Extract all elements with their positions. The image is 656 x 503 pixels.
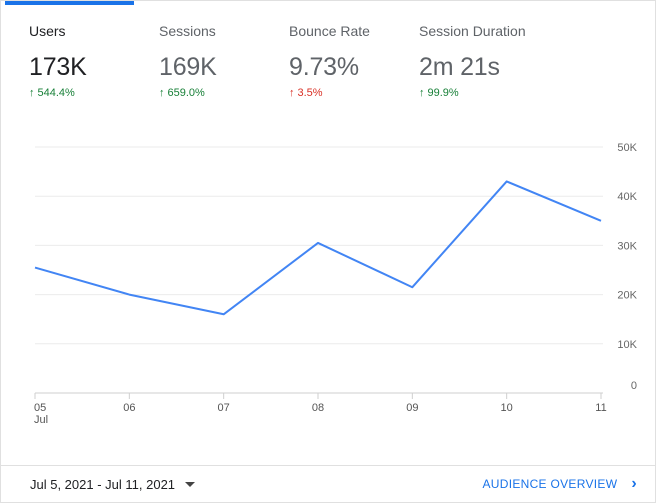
- y-tick-label: 0: [631, 380, 637, 392]
- metric-change: ↑ 99.9%: [419, 87, 619, 99]
- metric-change-value: 659.0%: [167, 87, 205, 99]
- x-tick-label: 07: [218, 402, 230, 414]
- audience-overview-label: AUDIENCE OVERVIEW: [482, 477, 618, 491]
- metric-session-duration[interactable]: Session Duration 2m 21s ↑ 99.9%: [419, 21, 619, 99]
- x-tick-label: 09: [406, 402, 418, 414]
- y-tick-label: 50K: [617, 142, 637, 154]
- metric-value: 2m 21s: [419, 53, 500, 81]
- up-arrow-icon: ↑: [29, 87, 35, 99]
- data-point[interactable]: [501, 175, 513, 187]
- x-tick-label: 06: [123, 402, 135, 414]
- active-tab-indicator: [5, 1, 134, 5]
- x-month-label: Jul: [34, 414, 48, 426]
- metric-label: Session Duration: [419, 23, 526, 39]
- metric-value: 169K: [159, 53, 217, 81]
- x-tick-label: 05: [34, 402, 46, 414]
- audience-overview-link[interactable]: AUDIENCE OVERVIEW ›: [482, 475, 637, 492]
- metric-change-value: 544.4%: [37, 87, 75, 99]
- metric-change: ↑ 659.0%: [159, 87, 284, 99]
- y-tick-label: 40K: [617, 191, 637, 203]
- data-point[interactable]: [123, 289, 135, 301]
- data-point[interactable]: [406, 281, 418, 293]
- y-tick-label: 30K: [617, 240, 637, 252]
- caret-down-icon: [185, 482, 196, 487]
- metric-change: ↑ 3.5%: [289, 87, 414, 99]
- data-point[interactable]: [595, 215, 607, 227]
- metric-sessions[interactable]: Sessions 169K ↑ 659.0%: [159, 21, 284, 99]
- date-range-label: Jul 5, 2021 - Jul 11, 2021: [30, 477, 176, 492]
- metric-change: ↑ 544.4%: [29, 87, 154, 99]
- up-arrow-icon: ↑: [419, 87, 425, 99]
- x-tick-label: 10: [501, 402, 513, 414]
- metric-change-value: 99.9%: [427, 87, 459, 99]
- chevron-right-icon: ›: [631, 475, 637, 492]
- metric-label: Sessions: [159, 23, 216, 39]
- y-tick-label: 20K: [617, 290, 637, 302]
- metric-change-value: 3.5%: [297, 87, 323, 99]
- up-arrow-icon: ↑: [159, 87, 165, 99]
- data-point[interactable]: [29, 262, 41, 274]
- data-point[interactable]: [312, 237, 324, 249]
- metric-label: Bounce Rate: [289, 23, 370, 39]
- data-point[interactable]: [218, 308, 230, 320]
- metric-users[interactable]: Users 173K ↑ 544.4%: [29, 21, 154, 99]
- up-arrow-icon: ↑: [289, 87, 295, 99]
- y-tick-label: 10K: [617, 339, 637, 351]
- series-line: [34, 180, 602, 316]
- date-range-selector[interactable]: Jul 5, 2021 - Jul 11, 2021: [30, 477, 196, 492]
- metric-value: 9.73%: [289, 53, 359, 81]
- metric-label: Users: [29, 23, 66, 39]
- metric-bounce-rate[interactable]: Bounce Rate 9.73% ↑ 3.5%: [289, 21, 414, 99]
- x-tick-label: 11: [595, 402, 606, 414]
- users-line-chart: 0 10K 20K 30K 40K 50K 05 06 07 08 09 10 11 Jul: [29, 142, 638, 426]
- x-tick-label: 08: [312, 402, 324, 414]
- metric-value: 173K: [29, 53, 87, 81]
- footer-divider: [1, 465, 656, 466]
